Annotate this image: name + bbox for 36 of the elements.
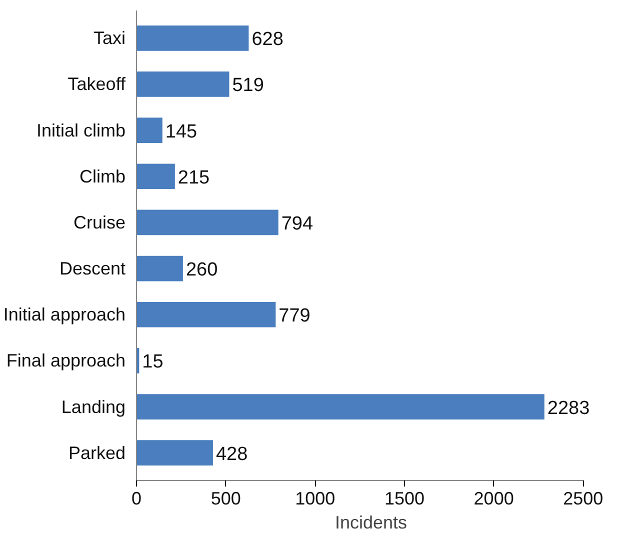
y-tick-label: Landing [61, 396, 126, 417]
data-label: 779 [278, 306, 310, 327]
bar [136, 210, 278, 236]
data-label: 794 [281, 213, 314, 234]
bar [136, 118, 162, 143]
data-label: 519 [232, 75, 264, 96]
data-label: 260 [186, 260, 218, 281]
bar [136, 440, 213, 466]
bar [136, 302, 276, 328]
data-label: 628 [252, 29, 284, 50]
x-tick-label: 1500 [384, 488, 425, 508]
x-tick-label: 0 [131, 488, 142, 508]
x-tick-label: 2000 [474, 488, 514, 508]
data-label: 215 [178, 167, 210, 188]
data-label: 145 [165, 121, 198, 142]
y-tick-label: Initial approach [3, 304, 126, 325]
y-tick-label: Final approach [6, 350, 126, 371]
bar [136, 25, 249, 51]
data-label: 2283 [547, 398, 590, 419]
y-tick-label: Cruise [73, 212, 126, 232]
y-tick-label: Initial climb [36, 120, 126, 140]
bar [136, 72, 230, 97]
x-tick-label: 500 [210, 488, 241, 508]
y-tick-label: Taxi [93, 28, 126, 48]
x-tick-label: 2500 [563, 488, 604, 508]
bar [136, 394, 544, 420]
x-axis-title: Incidents [334, 512, 408, 532]
y-tick-label: Climb [80, 166, 126, 186]
y-tick-label: Parked [68, 442, 126, 463]
x-tick-label: 1000 [295, 488, 336, 508]
data-label: 428 [216, 444, 248, 465]
data-label: 15 [142, 352, 164, 373]
y-tick-label: Descent [59, 258, 126, 279]
y-tick-label: Takeoff [68, 74, 126, 94]
bar [136, 256, 183, 282]
bar [136, 164, 175, 190]
